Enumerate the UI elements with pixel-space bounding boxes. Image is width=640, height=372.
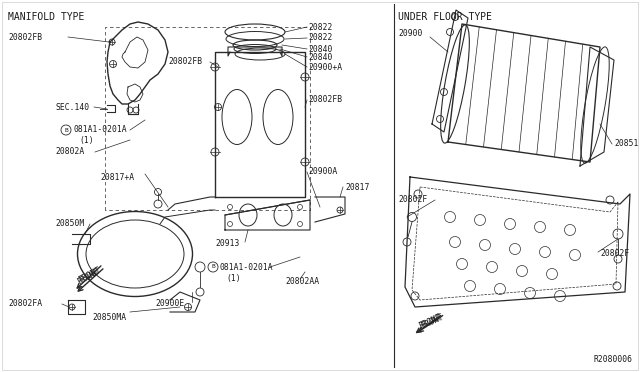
- Text: 20817+A: 20817+A: [100, 173, 134, 182]
- Text: B: B: [64, 128, 68, 132]
- Text: B: B: [211, 264, 215, 269]
- Text: 20850MA: 20850MA: [92, 312, 126, 321]
- Text: FRONT: FRONT: [77, 265, 103, 285]
- Text: 20802FB: 20802FB: [8, 32, 42, 42]
- Text: 20840: 20840: [308, 52, 332, 61]
- Text: MANIFOLD TYPE: MANIFOLD TYPE: [8, 12, 84, 22]
- Text: 20822: 20822: [308, 33, 332, 42]
- Text: 20817: 20817: [345, 183, 369, 192]
- Text: 20850M: 20850M: [55, 219, 84, 228]
- Text: (1): (1): [79, 135, 93, 144]
- Text: SEC.140: SEC.140: [55, 103, 89, 112]
- Text: 20900+A: 20900+A: [308, 64, 342, 73]
- Text: R2080006: R2080006: [593, 355, 632, 364]
- Text: 20822: 20822: [308, 22, 332, 32]
- Text: 20900A: 20900A: [308, 167, 337, 176]
- Text: 20802A: 20802A: [55, 148, 84, 157]
- Text: 20900: 20900: [398, 29, 422, 38]
- Text: FRONT: FRONT: [419, 313, 445, 331]
- Text: 20913: 20913: [215, 240, 239, 248]
- Text: 20802F: 20802F: [398, 196, 428, 205]
- Text: 20802FA: 20802FA: [8, 299, 42, 308]
- Text: 081A1-0201A: 081A1-0201A: [73, 125, 127, 135]
- Text: FRONT: FRONT: [75, 267, 101, 287]
- Text: 20840: 20840: [308, 45, 332, 54]
- Text: (1): (1): [226, 275, 241, 283]
- Text: 20802FB: 20802FB: [168, 58, 202, 67]
- Text: 20802AA: 20802AA: [285, 278, 319, 286]
- Text: 081A1-0201A: 081A1-0201A: [220, 263, 274, 272]
- Text: 20802FB: 20802FB: [308, 96, 342, 105]
- Text: UNDER FLOOR TYPE: UNDER FLOOR TYPE: [398, 12, 492, 22]
- Text: 20900E: 20900E: [155, 299, 184, 308]
- Text: 20851: 20851: [614, 140, 638, 148]
- Text: FRONT: FRONT: [417, 313, 443, 331]
- Text: 20802F: 20802F: [600, 250, 629, 259]
